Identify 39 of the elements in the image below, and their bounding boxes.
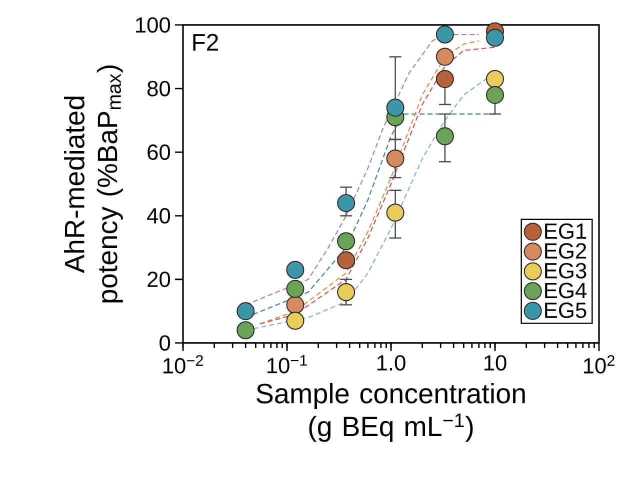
point (337, 194, 356, 212)
point (436, 127, 454, 146)
x-tick-label: 10$^{2}$ (584, 355, 614, 374)
point (337, 232, 356, 250)
point (386, 204, 404, 222)
y-tick-label: 0 (160, 335, 170, 351)
point (486, 28, 504, 47)
point (286, 312, 304, 330)
x-tick-label: 10 (484, 355, 506, 371)
point (436, 26, 454, 44)
point (486, 86, 504, 104)
point (286, 260, 304, 279)
point (236, 302, 255, 320)
legend-label: EG1 (545, 223, 586, 239)
y-axis-title: AhR-mediated potency (%BaP$_{max}$) (64, 65, 123, 302)
x-tick-label: 10$^{−2}$ (163, 355, 203, 374)
y-tick-label: 60 (148, 144, 170, 160)
y-tick-label: 100 (136, 17, 170, 33)
legend-label: EG5 (545, 302, 586, 318)
point (286, 280, 304, 298)
point (386, 98, 404, 117)
point (436, 48, 454, 66)
point (337, 283, 356, 302)
annotation: F2 (193, 34, 218, 51)
x-tick-label: 10$^{−1}$ (267, 355, 307, 374)
legend-label: EG4 (545, 282, 587, 298)
y-tick-label: 40 (147, 208, 170, 224)
y-tick-label: 80 (147, 80, 170, 96)
x-tick-label: 1.0 (377, 355, 406, 371)
point (337, 251, 356, 270)
point (236, 321, 255, 340)
legend-label: EG3 (545, 262, 586, 278)
point (436, 70, 454, 88)
point (486, 70, 504, 88)
y-tick-label: 20 (148, 272, 170, 288)
point (386, 150, 404, 168)
legend-label: EG2 (545, 243, 586, 259)
point (286, 296, 304, 314)
x-axis-title: Sample concentration (g BEq mL$^{−1}$) (256, 382, 525, 442)
